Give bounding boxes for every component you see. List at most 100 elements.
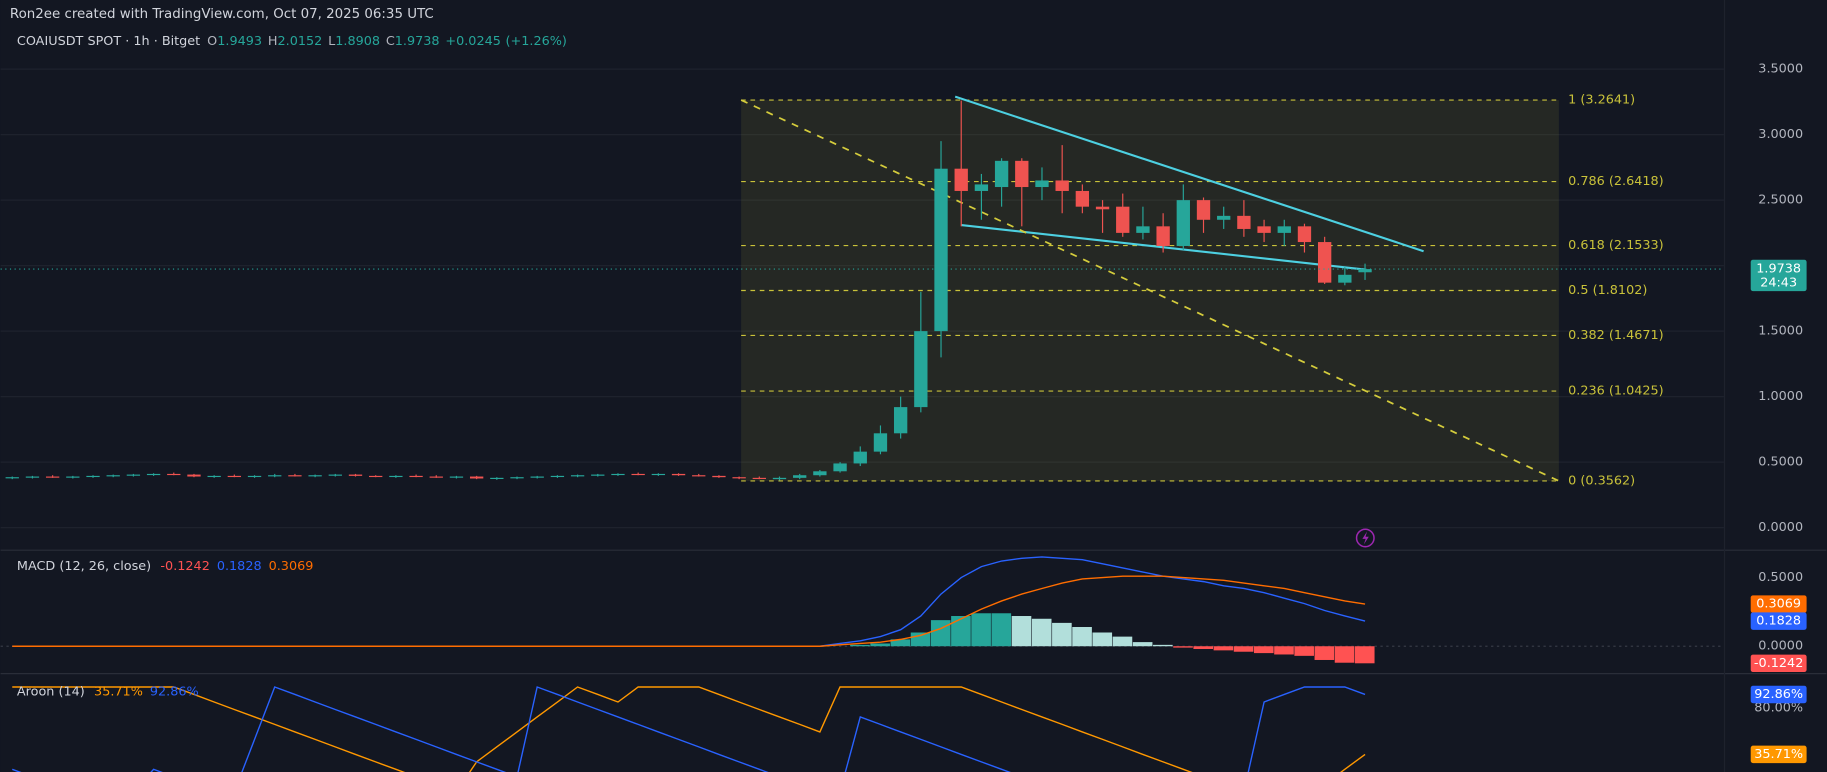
- candle-body: [5, 477, 19, 479]
- candle-body: [1156, 226, 1170, 246]
- trendline: [954, 95, 1424, 253]
- plot-layer: 0.00000.50001.00001.50002.00002.50003.00…: [0, 62, 1807, 772]
- y-tick-label: 0.0000: [1758, 520, 1803, 535]
- candle-body: [1015, 160, 1029, 188]
- macd-histogram-bar: [971, 613, 991, 647]
- candle-body: [1095, 206, 1110, 210]
- candle-body: [893, 407, 908, 434]
- ohlc-label: O: [207, 33, 217, 48]
- fib-label: 0 (0.3562): [1568, 473, 1635, 488]
- macd-histogram-bar: [1213, 646, 1234, 651]
- ohlc-label: C: [386, 33, 395, 48]
- candle-body: [994, 160, 1009, 188]
- aroon-title: Aroon (14): [17, 684, 85, 699]
- candle-body: [45, 476, 60, 478]
- macd-histogram-bar: [870, 643, 890, 647]
- fib-label: 0.618 (2.1533): [1568, 238, 1663, 253]
- macd-legend: MACD (12, 26, close) -0.1242 0.1828 0.3069: [17, 558, 313, 573]
- macd-histogram-bar: [1011, 616, 1032, 647]
- y-tick-label: 80.00%: [1754, 700, 1803, 715]
- symbol: COAIUSDT SPOT · 1h · Bitget: [17, 33, 200, 48]
- macd-histogram-bar: [1072, 627, 1092, 647]
- candle-body: [106, 475, 120, 477]
- candle-body: [25, 476, 40, 478]
- last-price: 1.9738: [1756, 262, 1801, 277]
- candle-body: [591, 474, 605, 476]
- candle-body: [833, 463, 847, 472]
- signal-tag: 0.3069: [1756, 597, 1801, 612]
- candle-body: [469, 476, 484, 479]
- y-tick-label: 3.5000: [1758, 62, 1803, 77]
- signal-tag-box: [1750, 595, 1807, 613]
- ohlc-value: 1.9738: [395, 33, 440, 48]
- fib-label: 0.382 (1.4671): [1568, 328, 1663, 343]
- candle-body: [1075, 190, 1090, 207]
- y-tick-label: 3.0000: [1758, 127, 1803, 142]
- candle-body: [1136, 226, 1150, 233]
- candle-body: [853, 451, 867, 464]
- fib-label: 1 (3.2641): [1568, 93, 1635, 108]
- candle-body: [934, 168, 948, 332]
- candle-body: [1035, 180, 1049, 188]
- candle-body: [692, 475, 706, 477]
- candle-body: [429, 476, 443, 478]
- candle-body: [146, 473, 161, 476]
- macd-histogram-bar: [930, 620, 951, 647]
- aroon-legend: Aroon (14) 35.71% 92.86%: [17, 684, 199, 699]
- macd-histogram-bar: [1112, 636, 1133, 647]
- aroon-tag: 35.71%: [1754, 747, 1803, 762]
- last-price-box: [1750, 259, 1807, 292]
- candle-body: [389, 475, 403, 478]
- macd-histogram-bar: [1274, 646, 1294, 655]
- candle-body: [126, 474, 141, 476]
- macd-title: MACD (12, 26, close): [17, 558, 151, 573]
- y-tick-label: 2.5000: [1758, 193, 1803, 208]
- candle-body: [550, 475, 565, 478]
- signal-value: 0.3069: [269, 558, 314, 573]
- candle-body: [288, 475, 302, 477]
- macd-histogram-bar: [890, 639, 911, 647]
- macd-histogram-bar: [1031, 618, 1052, 647]
- ohlc-value: 1.9493: [217, 33, 262, 48]
- candle-body: [167, 473, 181, 476]
- candle-body: [369, 475, 383, 478]
- macd-histogram-bar: [850, 644, 870, 647]
- ohlc-label: H: [268, 33, 278, 48]
- candle-body: [671, 473, 686, 476]
- macd-histogram-bar: [1173, 646, 1193, 648]
- candle-body: [974, 184, 989, 191]
- ohlc-value: 1.8908: [335, 33, 380, 48]
- candle-body: [1237, 215, 1251, 229]
- macd-histogram-bar: [910, 632, 931, 647]
- fib-label: 0.786 (2.6418): [1568, 174, 1663, 189]
- aroon-line: [12, 686, 1366, 772]
- macd-histogram-bar: [1294, 646, 1314, 656]
- candle-body: [207, 475, 221, 478]
- macd-histogram-bar: [1253, 646, 1274, 654]
- countdown: 24:43: [1760, 276, 1797, 291]
- candle-body: [954, 168, 968, 191]
- candle-body: [530, 476, 544, 478]
- aroon-down-value: 92.86%: [150, 684, 199, 699]
- alert-icon[interactable]: [1355, 528, 1375, 548]
- candle-body: [1257, 226, 1271, 233]
- candle-body: [813, 471, 827, 476]
- candle-body: [752, 477, 766, 480]
- ohlc-label: L: [328, 33, 336, 48]
- candle-body: [651, 473, 666, 476]
- trendline: [740, 99, 1560, 482]
- candle-body: [1116, 206, 1130, 233]
- aroon-tag-box: [1750, 745, 1807, 764]
- histogram-tag-box: [1750, 654, 1807, 673]
- macd-histogram-bar: [1052, 622, 1072, 647]
- signal-line: [12, 575, 1366, 647]
- aroon-up-value: 35.71%: [94, 684, 143, 699]
- ohlc-value: 2.0152: [277, 33, 322, 48]
- candle-body: [772, 477, 787, 480]
- candle-body: [86, 475, 100, 478]
- symbol-legend: COAIUSDT SPOT · 1h · Bitget O1.9493 H2.015…: [17, 33, 567, 48]
- aroon-line: [12, 686, 1366, 772]
- y-tick-label: 1.5000: [1758, 324, 1803, 339]
